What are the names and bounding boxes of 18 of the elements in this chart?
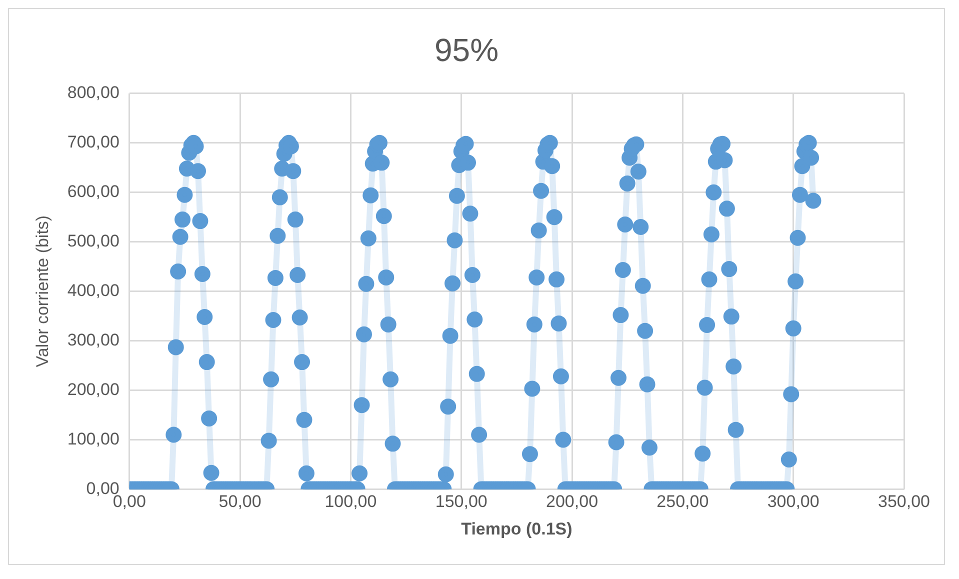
y-tick-label: 700,00	[67, 132, 120, 152]
x-tick-label: 300,00	[767, 492, 820, 512]
x-tick-label: 200,00	[546, 492, 598, 512]
x-axis-title: Tiempo (0.1S)	[461, 519, 572, 538]
y-tick-label: 200,00	[67, 380, 120, 399]
x-tick-label: 50,00	[218, 492, 262, 512]
x-tick-label: 100,00	[324, 492, 377, 512]
y-tick-label: 500,00	[67, 232, 120, 251]
x-tick-label: 150,00	[435, 492, 488, 512]
y-tick-label: 400,00	[67, 280, 120, 300]
x-tick-label: 250,00	[656, 492, 709, 512]
chart-title: 95%	[434, 32, 499, 68]
y-tick-label: 800,00	[67, 83, 120, 102]
x-tick-label: 350,00	[878, 492, 930, 512]
y-tick-label: 600,00	[67, 182, 120, 202]
y-axis-title: Valor corriente (bits)	[32, 215, 52, 368]
y-tick-label: 100,00	[67, 429, 120, 448]
y-tick-label: 300,00	[67, 330, 120, 350]
